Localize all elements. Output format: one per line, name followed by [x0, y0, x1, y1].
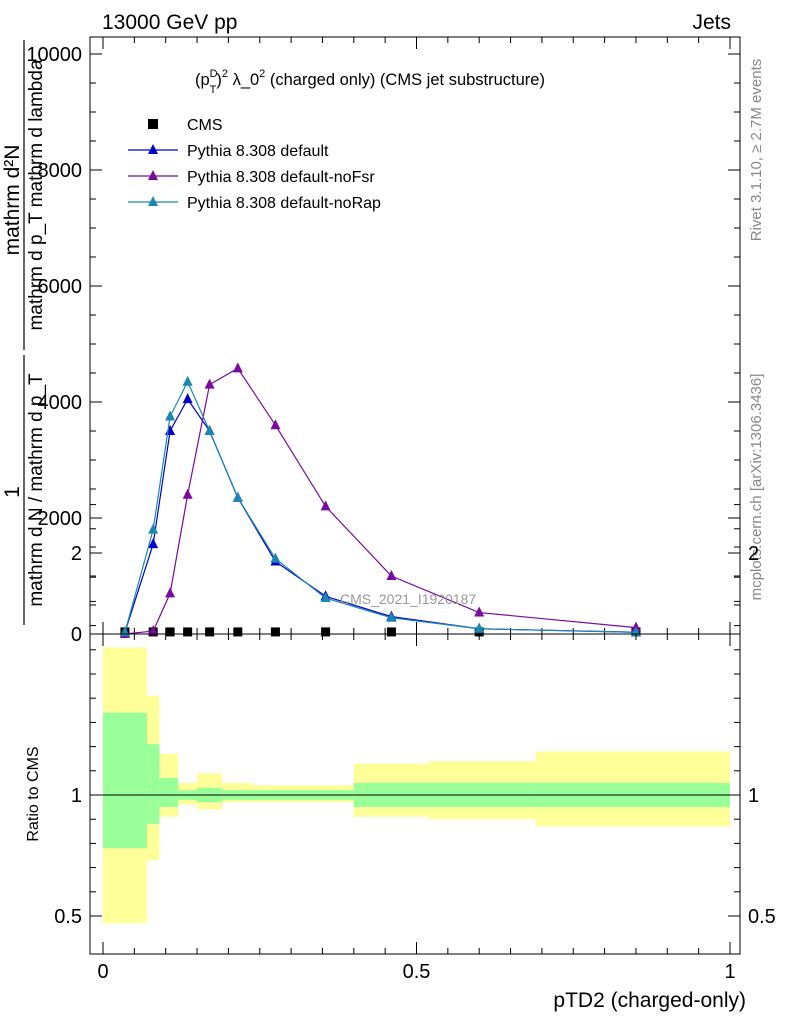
- series-point: [165, 587, 176, 598]
- series-0: [120, 627, 641, 637]
- legend-marker: [148, 196, 158, 206]
- series-point: [148, 523, 159, 534]
- legend-label: Pythia 8.308 default: [187, 143, 329, 160]
- series-point: [270, 552, 281, 563]
- title-sup-2: 2: [222, 68, 228, 80]
- ratio-tick-label-right: 2: [748, 543, 759, 565]
- series-point: [182, 488, 193, 499]
- series-point: [320, 500, 331, 511]
- series-point: [474, 606, 485, 617]
- series-point: [474, 622, 485, 633]
- title-sup-d: D: [210, 68, 218, 80]
- y-tick-label: 6000: [38, 276, 83, 298]
- data-point: [321, 627, 331, 637]
- ratio-bands: [103, 647, 730, 924]
- ratio-y-label: Ratio to CMS: [25, 746, 42, 841]
- analysis-watermark: CMS_2021_I1920187: [340, 591, 476, 607]
- legend-item: Pythia 8.308 default-noFsr: [128, 169, 375, 186]
- data-point: [183, 627, 193, 637]
- series-point: [270, 419, 281, 430]
- mcplots-label: mcplots.cern.ch [arXiv:1306.3436]: [748, 374, 765, 601]
- series-point: [320, 592, 331, 603]
- y-axis-label: 1 mathrm d N / mathrm d p_T mathrm d²N m…: [1, 40, 47, 625]
- x-axis-label: pTD2 (charged-only): [553, 989, 746, 1012]
- series-point: [182, 393, 193, 404]
- series-point: [386, 611, 397, 622]
- ratio-tick-label-right: 0.5: [748, 906, 776, 928]
- series-point: [386, 570, 397, 580]
- title-close: ): [216, 71, 222, 89]
- main-ticks: 0 2000 4000 6000 8000 10000: [26, 37, 740, 646]
- legend-marker: [148, 144, 158, 154]
- y-tick-label: 10000: [26, 44, 82, 66]
- title-sub-t: T: [210, 84, 217, 96]
- legend-item: CMS: [148, 117, 223, 134]
- data-point: [233, 627, 243, 637]
- legend-marker: [148, 170, 158, 180]
- data-point: [386, 627, 396, 637]
- ratio-ticks: 0.5 0.5 1 1 2 2: [54, 504, 776, 954]
- header-energy: 13000 GeV pp: [102, 11, 237, 34]
- legend-marker: [148, 119, 158, 129]
- series-point: [165, 425, 176, 435]
- legend-label: CMS: [187, 117, 223, 134]
- y-label-fraction-bottom: mathrm d p_T mathrm d lambda: [26, 59, 47, 330]
- y-label-fraction-top: mathrm d²N: [1, 145, 24, 256]
- ratio-plot: 0.5 0.5 1 1 2 2: [54, 504, 776, 955]
- ratio-tick-label: 2: [71, 543, 82, 565]
- y-tick-label: 8000: [38, 160, 83, 182]
- plot-title: (pD T)2 λ_02 (charged only) (CMS jet subs…: [195, 68, 545, 96]
- series-point: [182, 375, 193, 386]
- series-point: [204, 425, 215, 435]
- legend-label: Pythia 8.308 default-noRap: [187, 195, 381, 212]
- data-point: [205, 627, 215, 637]
- title-rest: (charged only) (CMS jet substructure): [265, 71, 545, 89]
- x-tick-label: 0: [97, 961, 108, 983]
- rivet-version-label: Rivet 3.1.10, ≥ 2.7M events: [748, 59, 765, 242]
- series-point: [165, 410, 176, 421]
- x-tick-label: 1: [724, 961, 735, 983]
- series-point: [148, 538, 159, 549]
- title-lambda: λ_0: [228, 71, 259, 89]
- legend-item: Pythia 8.308 default: [128, 143, 329, 160]
- x-tick-labels: 0 0.5 1: [97, 961, 735, 983]
- y-tick-label: 2000: [38, 508, 83, 530]
- series-point: [148, 625, 159, 636]
- title-sup-2b: 2: [259, 68, 265, 80]
- y-tick-label: 0: [71, 624, 82, 646]
- legend: CMS Pythia 8.308 default Pythia 8.308 defa…: [128, 117, 381, 212]
- y-label-prefix-top: 1: [1, 486, 24, 498]
- header-jets: Jets: [692, 11, 731, 34]
- series-point: [204, 378, 215, 389]
- y-label-prefix-bottom: mathrm d N / mathrm d p_T: [26, 373, 47, 607]
- ratio-tick-label-right: 1: [748, 785, 759, 807]
- stat-uncertainty-band: [103, 712, 147, 849]
- series-point: [232, 491, 243, 502]
- data-point: [270, 627, 280, 637]
- title-open: (p: [195, 71, 210, 89]
- data-point: [165, 627, 175, 637]
- stat-uncertainty-band: [146, 744, 160, 825]
- x-tick-label: 0.5: [403, 961, 431, 983]
- y-tick-label: 4000: [38, 392, 83, 414]
- ratio-plot-frame: [89, 633, 741, 955]
- ratio-tick-label: 1: [71, 785, 82, 807]
- series-point: [232, 362, 243, 373]
- legend-item: Pythia 8.308 default-noRap: [128, 195, 381, 212]
- legend-label: Pythia 8.308 default-noFsr: [187, 169, 375, 186]
- stat-uncertainty-band: [159, 778, 179, 808]
- ratio-tick-label: 0.5: [54, 906, 82, 928]
- main-plot: 0 2000 4000 6000 8000 10000: [26, 36, 741, 646]
